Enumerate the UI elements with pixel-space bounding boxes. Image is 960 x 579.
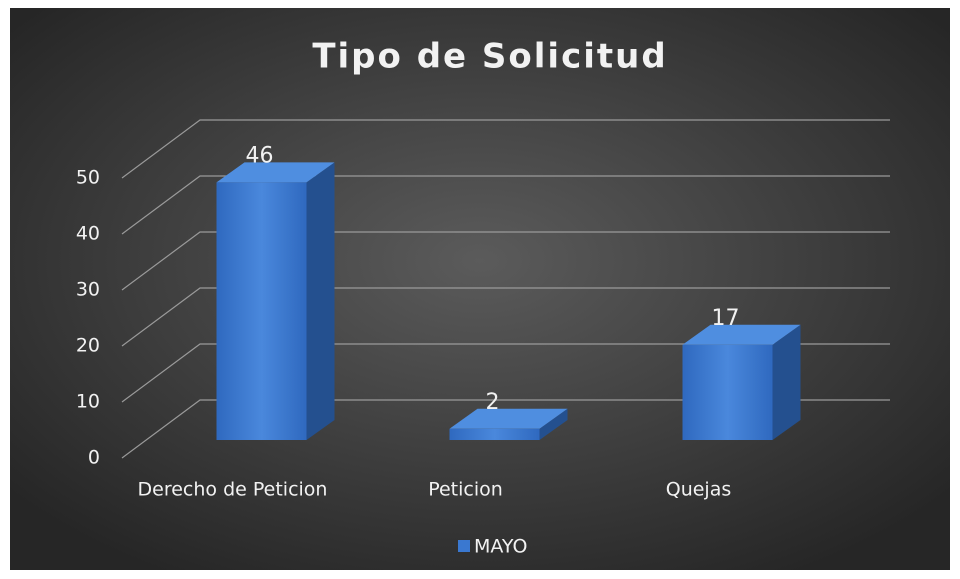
y-tick-label: 30: [76, 279, 100, 301]
legend-swatch: [458, 540, 470, 552]
y-tick-label: 0: [88, 447, 100, 469]
bar-side: [539, 408, 568, 440]
x-tick-label: Peticion: [428, 479, 503, 501]
grid-line: [121, 399, 890, 459]
grid-line: [121, 343, 890, 403]
y-tick-label: 10: [76, 391, 100, 413]
grid-line: [121, 231, 890, 291]
y-tick-label: 40: [76, 223, 100, 245]
bar-side: [772, 324, 801, 440]
bar: [682, 344, 773, 440]
bar: [216, 182, 307, 440]
y-tick-label: 50: [76, 167, 100, 189]
chart-title: Tipo de Solicitud: [312, 37, 667, 77]
bar-side: [306, 162, 335, 440]
data-label: 17: [712, 306, 740, 331]
x-tick-label: Derecho de Peticion: [138, 479, 328, 501]
data-label: 2: [486, 390, 500, 415]
bar-top: [449, 408, 568, 429]
bar-top: [216, 162, 335, 183]
y-tick-label: 20: [76, 335, 100, 357]
grid-line: [121, 175, 890, 235]
bar-top: [682, 324, 801, 345]
grid-line: [121, 287, 890, 347]
bar: [449, 428, 540, 440]
chart-background: [10, 8, 950, 570]
legend-label: MAYO: [474, 536, 527, 558]
data-label: 46: [246, 143, 274, 168]
grid-line: [121, 119, 890, 179]
x-tick-label: Quejas: [666, 479, 732, 501]
